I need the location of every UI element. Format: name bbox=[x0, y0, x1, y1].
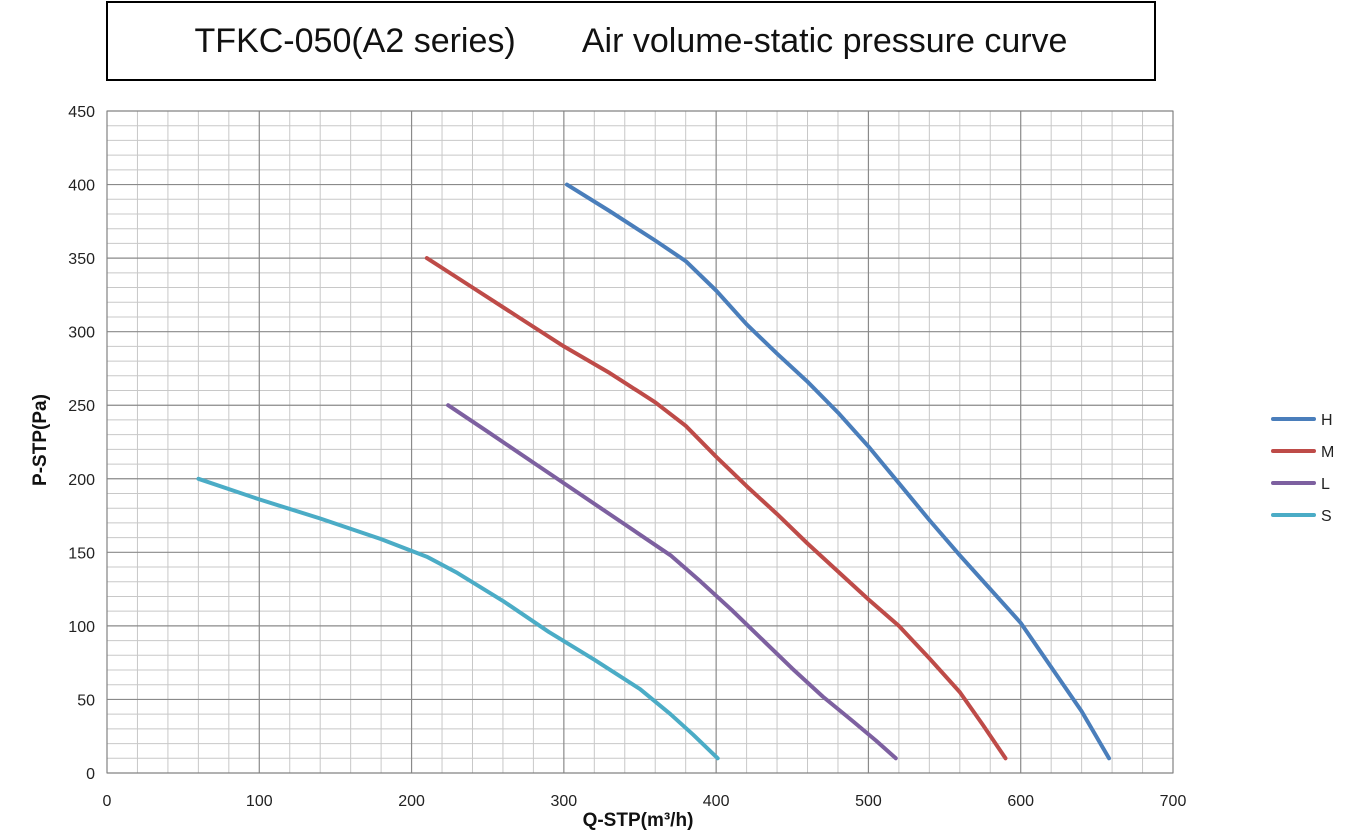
y-tick-label: 50 bbox=[77, 692, 95, 709]
y-tick-label: 400 bbox=[68, 178, 95, 195]
minor-gridlines bbox=[107, 111, 1173, 773]
legend-label-L: L bbox=[1321, 476, 1330, 493]
x-tick-label: 200 bbox=[398, 793, 425, 810]
plot-area-frame bbox=[106, 110, 1174, 774]
series-line-S bbox=[196, 476, 720, 761]
chart-title-box: TFKC-050(A2 series) Air volume-static pr… bbox=[106, 1, 1156, 81]
x-tick-label: 700 bbox=[1160, 793, 1187, 810]
y-tick-label: 300 bbox=[68, 325, 95, 342]
chart-title-model: TFKC-050(A2 series) bbox=[194, 21, 516, 60]
y-tick-label: 150 bbox=[68, 545, 95, 562]
series-line-L bbox=[446, 403, 898, 761]
y-tick-label: 350 bbox=[68, 251, 95, 268]
x-tick-label: 300 bbox=[551, 793, 578, 810]
x-tick-label: 0 bbox=[103, 793, 112, 810]
x-tick-label: 500 bbox=[855, 793, 882, 810]
y-tick-label: 450 bbox=[68, 104, 95, 121]
y-tick-label: 200 bbox=[68, 472, 95, 489]
x-axis-ticks: 0 100 200 300 400 500 600 700 bbox=[103, 793, 1187, 810]
legend-label-M: M bbox=[1321, 444, 1334, 461]
series-line-M bbox=[424, 256, 1008, 761]
chart-title-curve-name: Air volume-static pressure curve bbox=[581, 21, 1068, 60]
series-lines bbox=[196, 182, 1111, 761]
legend-label-H: H bbox=[1321, 412, 1333, 429]
x-tick-label: 100 bbox=[246, 793, 273, 810]
x-axis-title: Q-STP(m³/h) bbox=[583, 810, 694, 831]
y-axis-ticks: 0 50 100 150 200 250 300 350 400 450 bbox=[68, 104, 95, 783]
x-tick-label: 600 bbox=[1007, 793, 1034, 810]
legend-label-S: S bbox=[1321, 508, 1332, 525]
series-line-H bbox=[564, 182, 1111, 761]
x-tick-label: 400 bbox=[703, 793, 730, 810]
y-axis-title: P-STP(Pa) bbox=[30, 394, 51, 486]
y-tick-label: 250 bbox=[68, 398, 95, 415]
y-tick-label: 0 bbox=[86, 766, 95, 783]
chart-title: TFKC-050(A2 series) Air volume-static pr… bbox=[108, 3, 1154, 79]
major-gridlines bbox=[106, 110, 1174, 774]
y-tick-label: 100 bbox=[68, 619, 95, 636]
